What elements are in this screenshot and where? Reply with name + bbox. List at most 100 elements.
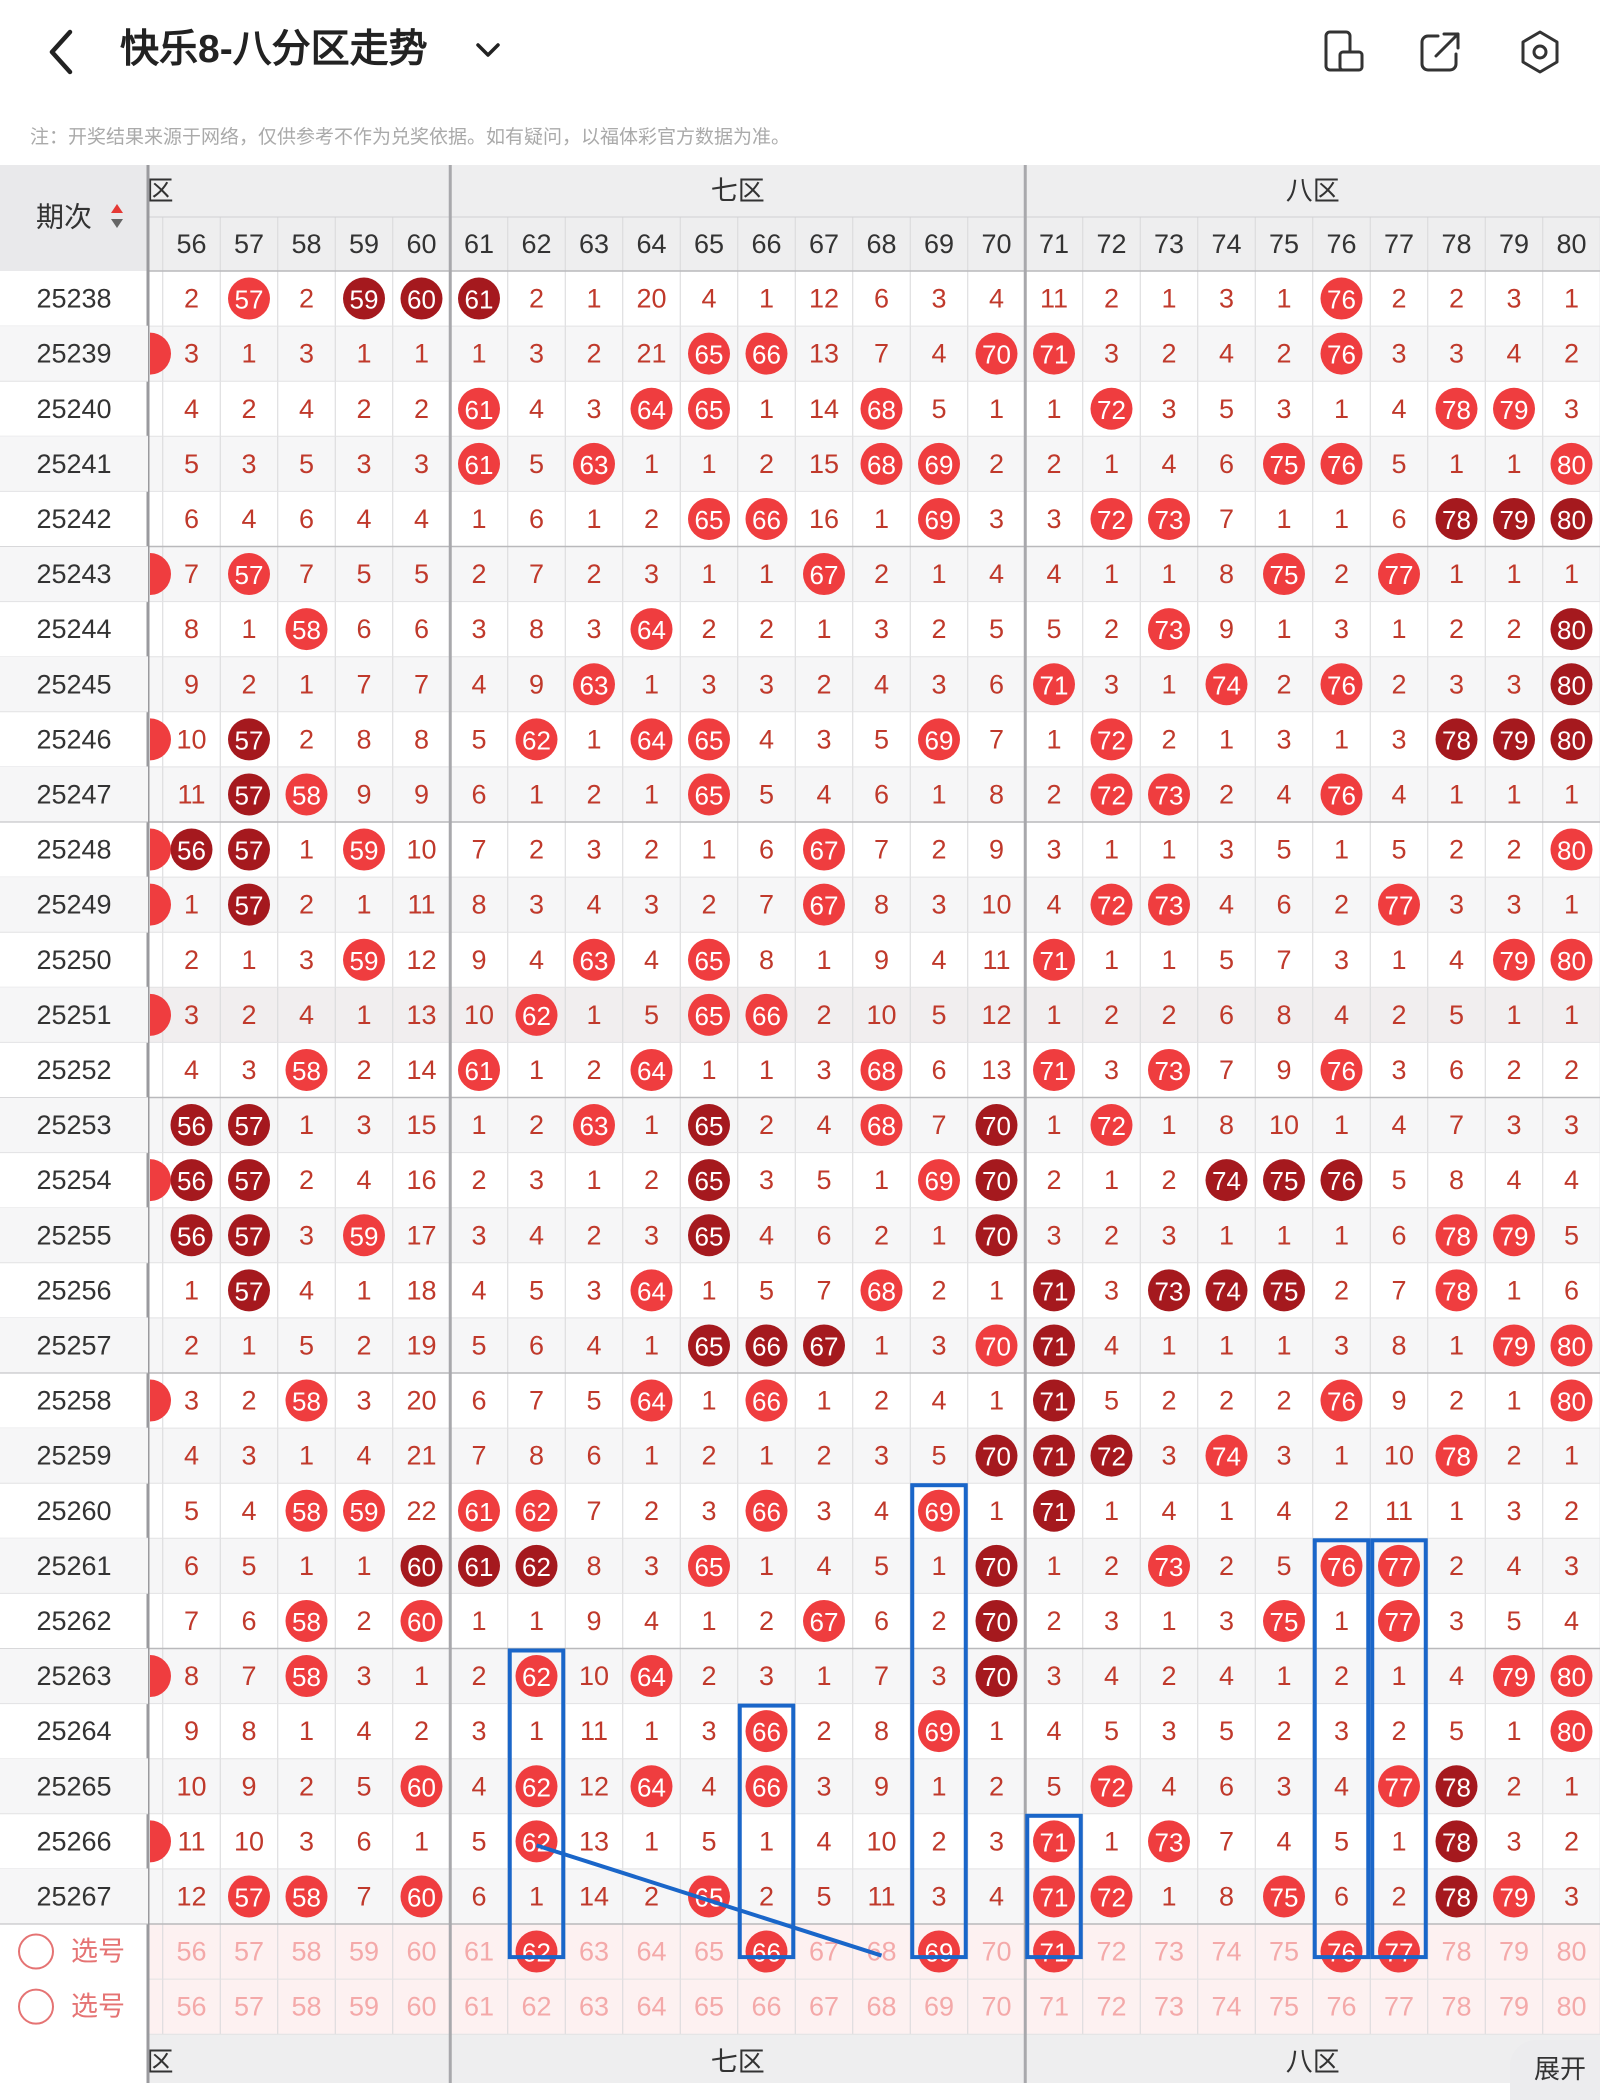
select-number[interactable]: 64	[636, 1937, 666, 1967]
number-ball	[1320, 1379, 1363, 1422]
select-number[interactable]: 72	[1096, 1937, 1126, 1967]
select-number[interactable]: 76	[1326, 1992, 1356, 2022]
number-ball	[1205, 1159, 1248, 1202]
select-number[interactable]: 74	[1211, 1937, 1241, 1967]
number-ball-label: 58	[292, 1387, 321, 1417]
select-number[interactable]: 79	[1499, 1937, 1529, 1967]
number-ball-label: 75	[1270, 1276, 1299, 1306]
miss-count: 1	[299, 1110, 314, 1140]
select-number[interactable]: 63	[579, 1937, 609, 1967]
selected-ball[interactable]	[1033, 1930, 1075, 1973]
miss-count: 1	[701, 1055, 716, 1085]
selected-ball[interactable]	[515, 1930, 558, 1973]
number-ball-label: 67	[810, 836, 839, 866]
select-number[interactable]: 79	[1499, 1992, 1529, 2022]
select-number[interactable]: 60	[406, 1937, 436, 1967]
select-number[interactable]: 61	[464, 1992, 494, 2022]
select-number[interactable]: 75	[1269, 1992, 1299, 2022]
number-ball-label: 64	[637, 1387, 666, 1417]
select-number[interactable]: 70	[981, 1992, 1011, 2022]
sort-up-icon[interactable]	[111, 204, 123, 213]
share-icon[interactable]	[1416, 28, 1464, 76]
select-number[interactable]: 58	[291, 1937, 321, 1967]
miss-count: 7	[529, 1386, 544, 1416]
select-number[interactable]: 73	[1154, 1937, 1184, 1967]
select-number[interactable]: 65	[694, 1937, 724, 1967]
selected-ball[interactable]	[1320, 1930, 1363, 1973]
select-number[interactable]: 67	[809, 1992, 839, 2022]
select-number[interactable]: 57	[234, 1992, 264, 2022]
number-ball	[803, 553, 845, 596]
select-number[interactable]: 66	[751, 1992, 781, 2022]
selected-ball[interactable]	[1378, 1930, 1420, 1973]
select-number[interactable]: 70	[981, 1937, 1011, 1967]
miss-count: 1	[1161, 1881, 1176, 1911]
miss-count: 3	[931, 1661, 946, 1691]
number-ball	[688, 1324, 730, 1367]
layout-icon[interactable]	[1320, 28, 1368, 76]
select-number[interactable]: 73	[1154, 1992, 1184, 2022]
number-ball-label: 57	[235, 285, 264, 315]
select-number[interactable]: 74	[1211, 1992, 1241, 2022]
select-number[interactable]: 62	[521, 1992, 551, 2022]
settings-icon[interactable]	[1516, 28, 1564, 76]
select-number[interactable]: 78	[1441, 1937, 1471, 1967]
select-number[interactable]: 58	[291, 1992, 321, 2022]
period-header-label[interactable]: 期次	[36, 202, 92, 233]
select-number[interactable]: 69	[924, 1992, 954, 2022]
number-ball-label: 79	[1500, 946, 1529, 976]
dropdown-chevron-icon[interactable]	[470, 30, 506, 70]
miss-count: 1	[644, 449, 659, 479]
number-ball-label: 59	[350, 1221, 379, 1251]
number-ball	[458, 277, 500, 320]
miss-count: 1	[529, 1881, 544, 1911]
select-number[interactable]: 75	[1269, 1937, 1299, 1967]
select-radio[interactable]	[18, 1988, 54, 2025]
miss-count: 6	[471, 1881, 486, 1911]
select-number[interactable]: 80	[1556, 1992, 1586, 2022]
miss-count: 3	[1449, 339, 1464, 369]
select-number[interactable]: 64	[636, 1992, 666, 2022]
select-number[interactable]: 57	[234, 1937, 264, 1967]
select-number[interactable]: 61	[464, 1937, 494, 1967]
miss-count: 5	[816, 1165, 831, 1195]
selected-ball[interactable]	[918, 1930, 960, 1973]
miss-count: 1	[1276, 614, 1291, 644]
select-number[interactable]: 56	[176, 1992, 206, 2022]
number-ball-label: 73	[1155, 1827, 1184, 1857]
select-number[interactable]: 68	[866, 1992, 896, 2022]
select-number[interactable]: 72	[1096, 1992, 1126, 2022]
miss-count: 4	[816, 779, 831, 809]
number-ball-label: 69	[925, 1717, 954, 1747]
select-number[interactable]: 63	[579, 1992, 609, 2022]
number-ball-label: 71	[1040, 340, 1069, 370]
number-ball-label: 56	[177, 1166, 206, 1196]
miss-count: 2	[931, 1826, 946, 1856]
select-number[interactable]: 59	[349, 1992, 379, 2022]
miss-count: 3	[1506, 1496, 1521, 1526]
page-title[interactable]: 快乐8-八分区走势	[120, 28, 428, 71]
sort-down-icon[interactable]	[111, 219, 123, 228]
miss-count: 5	[701, 1826, 716, 1856]
number-ball-label: 67	[810, 1607, 839, 1637]
select-number[interactable]: 71	[1039, 1992, 1069, 2022]
period-cell: 25250	[36, 945, 111, 975]
miss-count: 5	[1219, 1716, 1234, 1746]
number-ball	[918, 718, 960, 761]
back-chevron-icon[interactable]	[38, 22, 88, 82]
column-header-58: 58	[291, 229, 321, 259]
select-radio[interactable]	[18, 1933, 54, 1970]
select-number[interactable]: 78	[1441, 1992, 1471, 2022]
number-ball	[745, 332, 788, 375]
miss-count: 2	[874, 559, 889, 589]
select-number[interactable]: 77	[1384, 1992, 1414, 2022]
number-ball	[573, 442, 615, 485]
selected-ball[interactable]	[745, 1930, 788, 1973]
select-number[interactable]: 80	[1556, 1937, 1586, 1967]
expand-button[interactable]: 展开	[1510, 2040, 1600, 2100]
select-number[interactable]: 60	[406, 1992, 436, 2022]
number-ball-label: 78	[1442, 725, 1471, 755]
select-number[interactable]: 59	[349, 1937, 379, 1967]
select-number[interactable]: 56	[176, 1937, 206, 1967]
select-number[interactable]: 65	[694, 1992, 724, 2022]
